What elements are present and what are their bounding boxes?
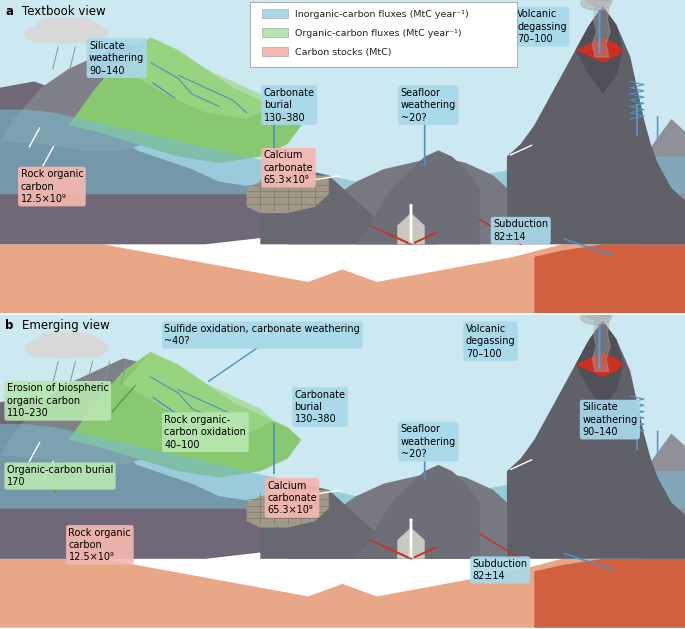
Bar (0, 0, 685, 194)
Polygon shape (575, 321, 623, 408)
Text: Calcium
carbonate
65.3×10⁹: Calcium carbonate 65.3×10⁹ (264, 150, 313, 185)
Polygon shape (288, 157, 507, 244)
Text: Inorganic-carbon fluxes (MtC year⁻¹): Inorganic-carbon fluxes (MtC year⁻¹) (295, 10, 469, 19)
Text: Subduction
82±14: Subduction 82±14 (493, 220, 548, 242)
Text: Seafloor
weathering
~20?: Seafloor weathering ~20? (401, 87, 456, 123)
Circle shape (37, 333, 73, 349)
Polygon shape (575, 6, 623, 94)
Text: b: b (5, 319, 14, 332)
Polygon shape (534, 559, 685, 628)
FancyBboxPatch shape (262, 47, 288, 56)
Text: Carbon stocks (MtC): Carbon stocks (MtC) (295, 48, 391, 57)
Text: Subduction
82±14: Subduction 82±14 (473, 559, 527, 581)
FancyBboxPatch shape (262, 28, 288, 37)
Circle shape (37, 18, 73, 35)
Polygon shape (507, 6, 685, 244)
Bar (0, 314, 685, 509)
FancyBboxPatch shape (262, 9, 288, 18)
Circle shape (39, 334, 91, 358)
Circle shape (589, 304, 614, 316)
Circle shape (25, 340, 64, 357)
Polygon shape (356, 465, 479, 559)
Text: Carbonate
burial
130–380: Carbonate burial 130–380 (264, 87, 314, 123)
Polygon shape (507, 321, 685, 559)
Text: Silicate
weathering
90–140: Silicate weathering 90–140 (89, 41, 145, 75)
Circle shape (39, 19, 91, 43)
Polygon shape (288, 471, 507, 559)
Polygon shape (247, 490, 329, 528)
Circle shape (66, 338, 108, 357)
Polygon shape (534, 244, 685, 313)
Polygon shape (0, 81, 308, 244)
Text: Sulfide oxidation, carbonate weathering
~40?: Sulfide oxidation, carbonate weathering … (164, 324, 360, 347)
Text: Organic-carbon fluxes (MtC year⁻¹): Organic-carbon fluxes (MtC year⁻¹) (295, 29, 461, 38)
Polygon shape (0, 359, 192, 465)
Polygon shape (260, 484, 438, 559)
Polygon shape (0, 244, 685, 313)
Text: Silicate
weathering
90–140: Silicate weathering 90–140 (582, 402, 638, 437)
Circle shape (585, 308, 612, 320)
Text: Textbook view: Textbook view (22, 4, 105, 18)
Circle shape (25, 25, 64, 43)
Text: Erosion of biospheric
organic carbon
110–230: Erosion of biospheric organic carbon 110… (7, 384, 109, 418)
Polygon shape (123, 352, 274, 433)
Polygon shape (0, 109, 685, 194)
Circle shape (581, 0, 611, 10)
FancyBboxPatch shape (250, 1, 517, 67)
Text: Carbonate
burial
130–380: Carbonate burial 130–380 (295, 390, 345, 425)
Circle shape (593, 301, 615, 311)
Circle shape (581, 311, 611, 325)
Polygon shape (644, 433, 685, 559)
Text: Calcium
carbonate
65.3×10⁹: Calcium carbonate 65.3×10⁹ (267, 481, 316, 515)
Text: Rock organic-
carbon oxidation
40–100: Rock organic- carbon oxidation 40–100 (164, 415, 247, 450)
Polygon shape (0, 396, 308, 559)
Text: Volcanic
degassing
70–100: Volcanic degassing 70–100 (466, 324, 515, 359)
Circle shape (597, 298, 617, 307)
Polygon shape (0, 44, 192, 150)
Polygon shape (247, 175, 329, 213)
Text: Rock organic
carbon
12.5×10⁹: Rock organic carbon 12.5×10⁹ (21, 169, 84, 204)
Polygon shape (397, 213, 425, 244)
Circle shape (589, 0, 614, 1)
Text: Seafloor
weathering
~20?: Seafloor weathering ~20? (401, 424, 456, 459)
Circle shape (55, 18, 96, 36)
Polygon shape (0, 424, 685, 509)
Text: Emerging view: Emerging view (22, 319, 110, 332)
Polygon shape (575, 38, 623, 63)
Text: a: a (5, 4, 14, 18)
Text: Organic-carbon burial
170: Organic-carbon burial 170 (7, 465, 113, 487)
Polygon shape (644, 119, 685, 244)
Polygon shape (260, 169, 438, 244)
Polygon shape (0, 559, 685, 628)
Polygon shape (68, 352, 301, 477)
Circle shape (55, 332, 96, 351)
Text: Rock organic
carbon
12.5×10⁹: Rock organic carbon 12.5×10⁹ (68, 528, 132, 562)
Circle shape (585, 0, 612, 6)
Polygon shape (397, 528, 425, 559)
Polygon shape (575, 352, 623, 377)
Text: Volcanic
degassing
70–100: Volcanic degassing 70–100 (517, 9, 566, 44)
Polygon shape (68, 38, 301, 163)
Polygon shape (356, 150, 479, 244)
Polygon shape (123, 38, 274, 119)
Circle shape (66, 24, 108, 43)
